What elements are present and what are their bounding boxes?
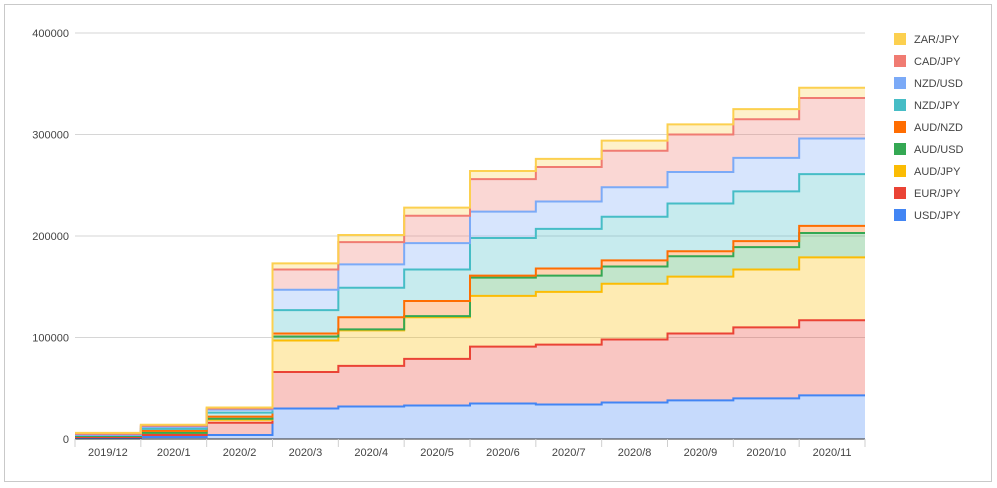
x-tick-label: 2020/3 [289, 447, 323, 459]
y-tick-label: 400000 [32, 28, 69, 40]
legend-label-aud-usd: AUD/USD [914, 144, 964, 156]
legend-swatch-usd-jpy [894, 209, 906, 221]
y-tick-label: 0 [63, 434, 69, 446]
y-tick-label: 100000 [32, 333, 69, 345]
x-tick-label: 2020/1 [157, 447, 191, 459]
y-axis: 0 100000 200000 300000 400000 [32, 28, 69, 446]
series-lines [75, 86, 865, 439]
legend-label-zar-jpy: ZAR/JPY [914, 34, 960, 46]
legend-swatch-aud-usd [894, 143, 906, 155]
legend-swatch-eur-jpy [894, 187, 906, 199]
legend-swatch-zar-jpy [894, 33, 906, 45]
legend-label-nzd-jpy: NZD/JPY [914, 100, 961, 112]
legend-label-usd-jpy: USD/JPY [914, 210, 961, 222]
legend-label-cad-jpy: CAD/JPY [914, 56, 961, 68]
series-line-zar-jpy [75, 86, 865, 434]
legend-label-nzd-usd: NZD/USD [914, 78, 963, 90]
x-tick-label: 2020/10 [746, 447, 786, 459]
x-tick-label: 2020/2 [223, 447, 257, 459]
x-tick-label: 2019/12 [88, 447, 128, 459]
x-tick-label: 2020/7 [552, 447, 586, 459]
legend-swatch-nzd-usd [894, 77, 906, 89]
legend-swatch-aud-nzd [894, 121, 906, 133]
x-tick-label: 2020/4 [354, 447, 388, 459]
legend: ZAR/JPY CAD/JPY NZD/USD NZD/JPY AUD/NZD AUD/U… [894, 33, 964, 222]
legend-label-aud-nzd: AUD/NZD [914, 122, 963, 134]
x-tick-label: 2020/8 [618, 447, 652, 459]
x-tick-label: 2020/11 [813, 447, 852, 459]
legend-swatch-nzd-jpy [894, 99, 906, 111]
x-tick-label: 2020/5 [420, 447, 454, 459]
legend-label-eur-jpy: EUR/JPY [914, 188, 961, 200]
legend-swatch-aud-jpy [894, 165, 906, 177]
y-tick-label: 200000 [32, 231, 69, 243]
series-area-nzd-jpy [75, 174, 865, 435]
x-tick-label: 2020/6 [486, 447, 520, 459]
legend-swatch-cad-jpy [894, 55, 906, 67]
gridlines [75, 32, 865, 338]
y-tick-label: 300000 [32, 130, 69, 142]
x-tick-label: 2020/9 [684, 447, 718, 459]
x-axis: 2019/12 2020/1 2020/2 2020/3 2020/4 2020/5 202… [74, 438, 866, 459]
chart-frame: 0 100000 200000 300000 400000 2019/12 2020/1 2… [4, 4, 992, 482]
legend-label-aud-jpy: AUD/JPY [914, 166, 961, 178]
